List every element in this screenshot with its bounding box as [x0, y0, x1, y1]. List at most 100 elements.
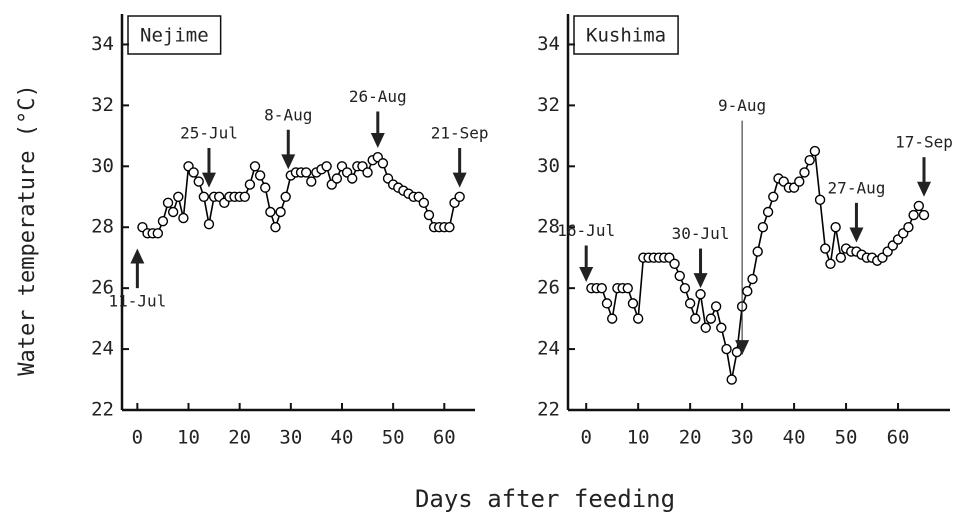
data-point: [275, 206, 286, 218]
x-tick-label: 60: [887, 427, 910, 449]
annotation-label: 16-Jul: [557, 221, 615, 240]
data-point: [601, 298, 613, 309]
data-point: [820, 243, 831, 254]
data-point: [331, 173, 343, 184]
data-point: [768, 191, 779, 202]
annotation-arrowhead: [579, 267, 594, 283]
x-tick-label: 30: [731, 427, 754, 449]
annotation-label: 26-Aug: [349, 87, 407, 106]
data-point: [260, 182, 271, 193]
data-point: [347, 173, 358, 184]
data-point: [239, 191, 250, 202]
x-tick-label: 0: [132, 427, 143, 449]
data-point: [716, 322, 727, 333]
annotation-arrowhead: [693, 273, 708, 289]
x-tick-label: 10: [627, 427, 650, 449]
data-point: [178, 212, 189, 224]
data-point: [162, 197, 174, 209]
x-tick-label: 40: [783, 427, 806, 449]
data-point: [903, 222, 914, 233]
y-tick-label: 30: [537, 155, 560, 177]
data-point: [762, 206, 774, 218]
y-tick-label: 22: [91, 399, 114, 421]
annotation-arrowhead: [917, 181, 932, 197]
data-point: [632, 313, 644, 324]
data-point: [814, 194, 826, 206]
data-point: [804, 155, 815, 166]
annotation-label: 17-Sep: [895, 133, 953, 152]
data-point: [705, 313, 717, 324]
data-point: [627, 298, 639, 309]
data-point: [157, 215, 169, 227]
data-point: [809, 145, 821, 157]
data-point: [423, 209, 435, 221]
x-tick-label: 20: [228, 427, 251, 449]
y-tick-label: 32: [91, 94, 114, 116]
data-point: [835, 252, 847, 263]
data-point: [710, 301, 722, 312]
x-axis-label: Days after feeding: [415, 485, 675, 513]
annotation-label: 11-Jul: [108, 292, 166, 311]
data-point: [198, 191, 210, 202]
data-point: [596, 282, 607, 294]
data-point: [908, 209, 919, 221]
annotation-label: 30-Jul: [672, 224, 730, 243]
annotation-arrowhead: [201, 172, 216, 188]
y-tick-label: 26: [537, 277, 560, 299]
panel-title-box: [573, 15, 679, 55]
data-point: [799, 167, 810, 178]
y-tick-label: 22: [537, 399, 560, 421]
data-point: [321, 161, 332, 172]
data-point: [306, 176, 317, 187]
annotation-arrowhead: [849, 227, 864, 243]
data-point: [679, 282, 691, 294]
annotation-label: 25-Jul: [180, 124, 238, 143]
x-tick-label: 0: [580, 427, 591, 449]
data-point: [669, 258, 680, 269]
data-point: [152, 228, 164, 239]
data-point: [695, 289, 706, 300]
data-point: [203, 218, 215, 230]
data-point: [742, 286, 753, 297]
data-point: [193, 176, 204, 187]
data-point: [700, 322, 711, 333]
annotation-label: 27-Aug: [828, 178, 886, 197]
y-axis-label: Water temperature (°C): [15, 84, 40, 375]
y-tick-label: 24: [91, 338, 114, 360]
x-tick-label: 50: [835, 427, 858, 449]
y-tick-label: 26: [91, 277, 114, 299]
data-point: [752, 246, 763, 257]
panel-title: Kushima: [586, 25, 666, 47]
data-point: [830, 222, 841, 233]
data-point: [721, 343, 732, 355]
y-tick-label: 28: [91, 216, 114, 238]
data-point: [188, 167, 199, 178]
y-tick-label: 28: [537, 216, 560, 238]
y-tick-label: 34: [537, 33, 560, 55]
x-tick-label: 20: [679, 427, 702, 449]
data-point: [280, 191, 291, 202]
y-tick-label: 30: [91, 155, 114, 177]
y-tick-label: 32: [537, 94, 560, 116]
panel-title: Nejime: [140, 25, 209, 47]
annotation-arrowhead: [452, 172, 467, 188]
y-tick-label: 34: [91, 33, 114, 55]
data-point: [684, 298, 696, 309]
data-point: [444, 222, 455, 233]
data-point: [825, 258, 836, 269]
data-point: [674, 270, 685, 282]
data-point: [265, 206, 276, 218]
data-point: [757, 222, 769, 233]
data-point: [244, 179, 256, 190]
data-point: [622, 282, 633, 294]
data-point: [270, 222, 281, 233]
data-point: [454, 191, 465, 202]
data-point: [300, 167, 312, 178]
data-point: [690, 313, 701, 324]
data-point: [254, 170, 266, 181]
x-tick-label: 30: [279, 427, 302, 449]
panel-title-box: [127, 15, 222, 55]
data-point: [794, 176, 805, 187]
annotation-arrowhead: [130, 248, 145, 264]
